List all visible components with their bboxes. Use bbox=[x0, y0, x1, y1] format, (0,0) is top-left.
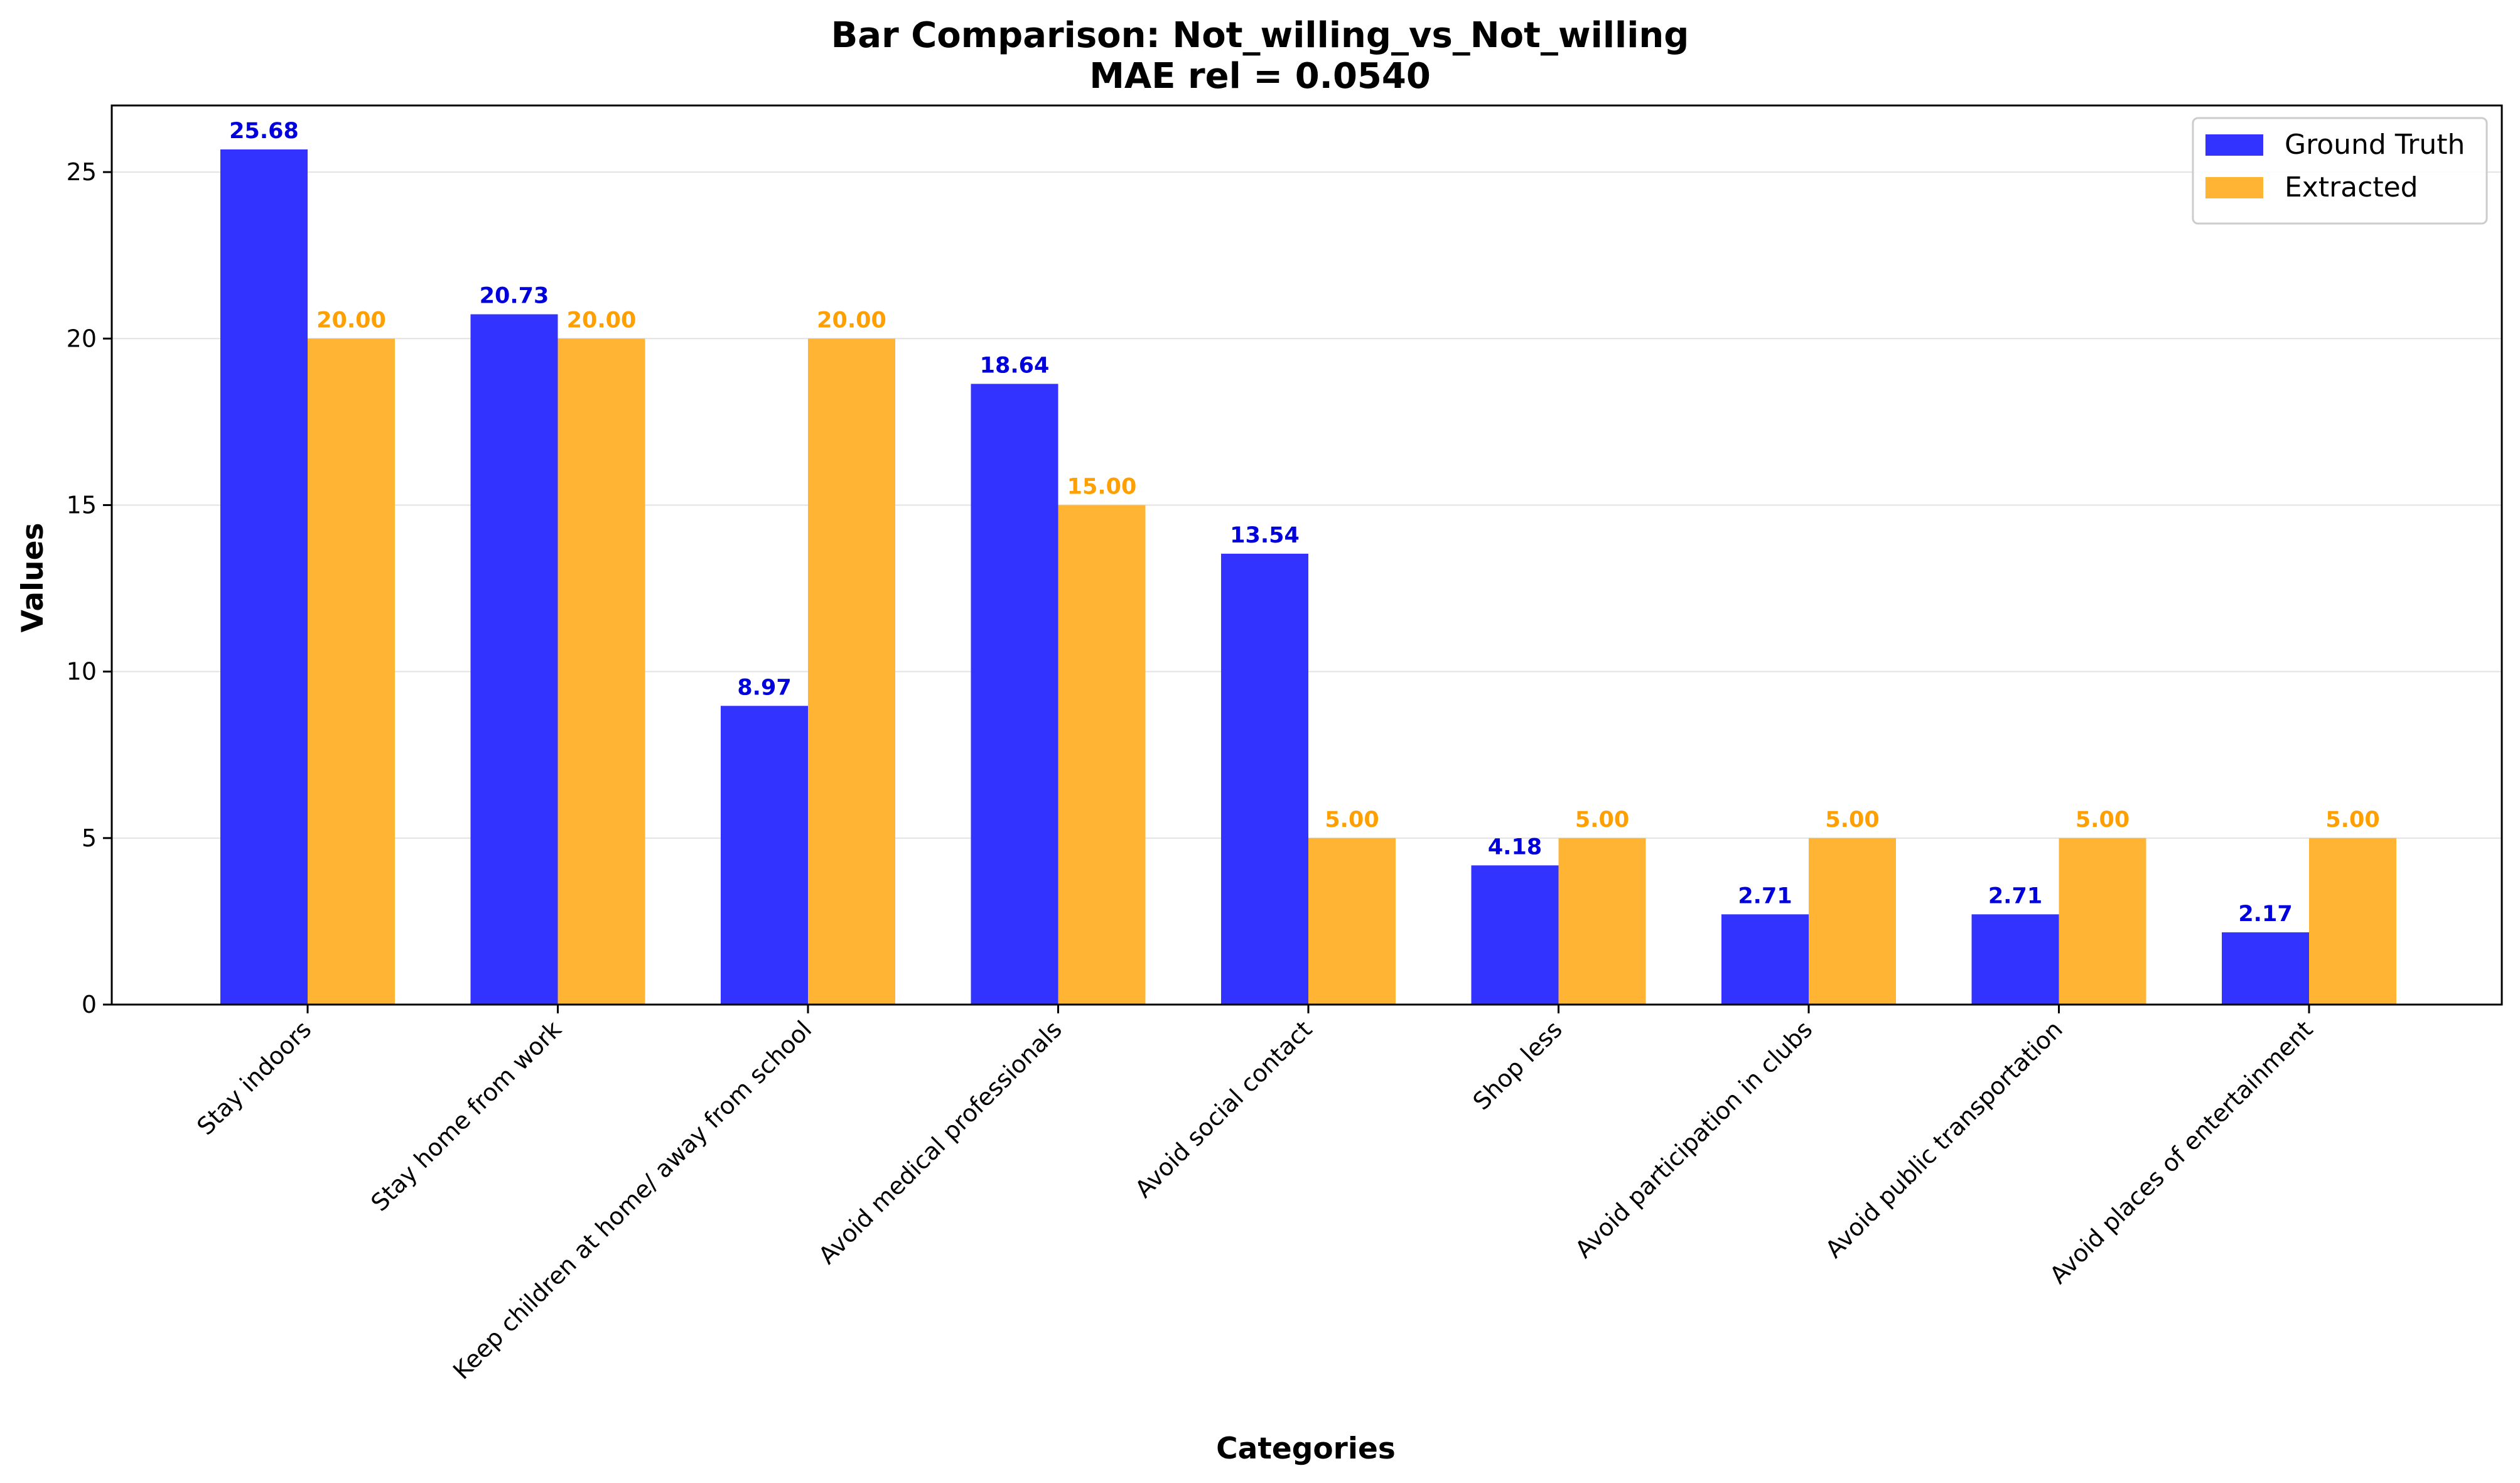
extracted-value-label: 20.00 bbox=[817, 308, 886, 333]
ground-truth-value-label: 2.71 bbox=[1738, 883, 1792, 909]
legend-label-ground-truth: Ground Truth bbox=[2285, 129, 2465, 161]
y-tick-label: 25 bbox=[67, 158, 97, 186]
x-tick-label: Avoid participation in clubs bbox=[1570, 1015, 1817, 1263]
ground-truth-bar bbox=[1971, 914, 2059, 1005]
extracted-bar bbox=[808, 338, 895, 1005]
extracted-bar bbox=[308, 338, 395, 1005]
ground-truth-bar bbox=[1471, 865, 1559, 1005]
y-tick-label: 15 bbox=[67, 491, 97, 519]
y-tick-label: 20 bbox=[67, 325, 97, 352]
extracted-bar bbox=[1558, 838, 1646, 1005]
y-axis-label: Values bbox=[16, 523, 50, 633]
bars bbox=[220, 149, 2396, 1005]
ground-truth-value-label: 4.18 bbox=[1488, 834, 1542, 860]
ground-truth-bar bbox=[1721, 914, 1809, 1005]
extracted-value-label: 20.00 bbox=[316, 308, 386, 333]
ground-truth-value-label: 13.54 bbox=[1230, 523, 1300, 548]
x-tick-label: Shop less bbox=[1468, 1015, 1568, 1115]
ground-truth-value-label: 2.71 bbox=[1988, 883, 2042, 909]
extracted-bar bbox=[557, 338, 645, 1005]
x-tick-label: Stay indoors bbox=[191, 1015, 316, 1140]
extracted-bar bbox=[2059, 838, 2146, 1005]
plot-area-frame bbox=[110, 104, 2503, 1006]
extracted-value-label: 20.00 bbox=[567, 308, 637, 333]
x-tick-label: Avoid public transportation bbox=[1820, 1015, 2068, 1263]
legend-box bbox=[2192, 117, 2488, 225]
legend-swatch-ground-truth bbox=[2205, 134, 2263, 156]
x-tick-label: Avoid social contact bbox=[1129, 1015, 1317, 1203]
extracted-value-label: 5.00 bbox=[1325, 807, 1379, 833]
y-tick-label: 0 bbox=[82, 991, 97, 1018]
ground-truth-value-label: 2.17 bbox=[2238, 902, 2292, 927]
chart-subtitle: MAE rel = 0.0540 bbox=[1089, 56, 1431, 97]
x-tick-label: Avoid medical professionals bbox=[813, 1015, 1067, 1270]
legend-label-extracted: Extracted bbox=[2285, 171, 2418, 203]
x-axis-label: Categories bbox=[1216, 1432, 1396, 1466]
ground-truth-bar bbox=[470, 314, 558, 1005]
ground-truth-bar bbox=[220, 149, 308, 1005]
legend-swatch-extracted bbox=[2205, 177, 2263, 198]
extracted-bar bbox=[1058, 505, 1146, 1005]
extracted-value-label: 5.00 bbox=[1825, 807, 1879, 833]
extracted-value-label: 5.00 bbox=[2325, 807, 2379, 833]
legend: Ground Truth Extracted bbox=[2192, 117, 2488, 225]
extracted-value-label: 15.00 bbox=[1067, 474, 1137, 499]
extracted-bar bbox=[2309, 838, 2396, 1005]
chart-title: Bar Comparison: Not_willing_vs_Not_willi… bbox=[831, 15, 1689, 56]
ground-truth-value-label: 8.97 bbox=[737, 675, 791, 700]
extracted-bar bbox=[1308, 838, 1396, 1005]
ground-truth-value-label: 18.64 bbox=[980, 353, 1050, 378]
ground-truth-bar bbox=[2222, 932, 2309, 1005]
y-tick-label: 10 bbox=[67, 658, 97, 686]
ground-truth-value-label: 25.68 bbox=[229, 119, 299, 144]
bar-value-labels: 25.68 20.00 20.73 20.00 8.97 20.00 18.64 15.00 1… bbox=[229, 119, 2380, 927]
x-tick-label: Avoid places of entertainment bbox=[2044, 1015, 2318, 1289]
y-axis: 0 5 10 15 20 25 bbox=[67, 158, 112, 1018]
ground-truth-value-label: 20.73 bbox=[480, 284, 549, 309]
ground-truth-bar bbox=[1221, 553, 1308, 1005]
y-tick-label: 5 bbox=[82, 824, 97, 852]
ground-truth-bar bbox=[721, 706, 808, 1005]
extracted-value-label: 5.00 bbox=[1575, 807, 1629, 833]
x-tick-label: Stay home from work bbox=[365, 1015, 566, 1216]
extracted-value-label: 5.00 bbox=[2076, 807, 2130, 833]
ground-truth-bar bbox=[971, 384, 1058, 1005]
extracted-bar bbox=[1809, 838, 1896, 1005]
